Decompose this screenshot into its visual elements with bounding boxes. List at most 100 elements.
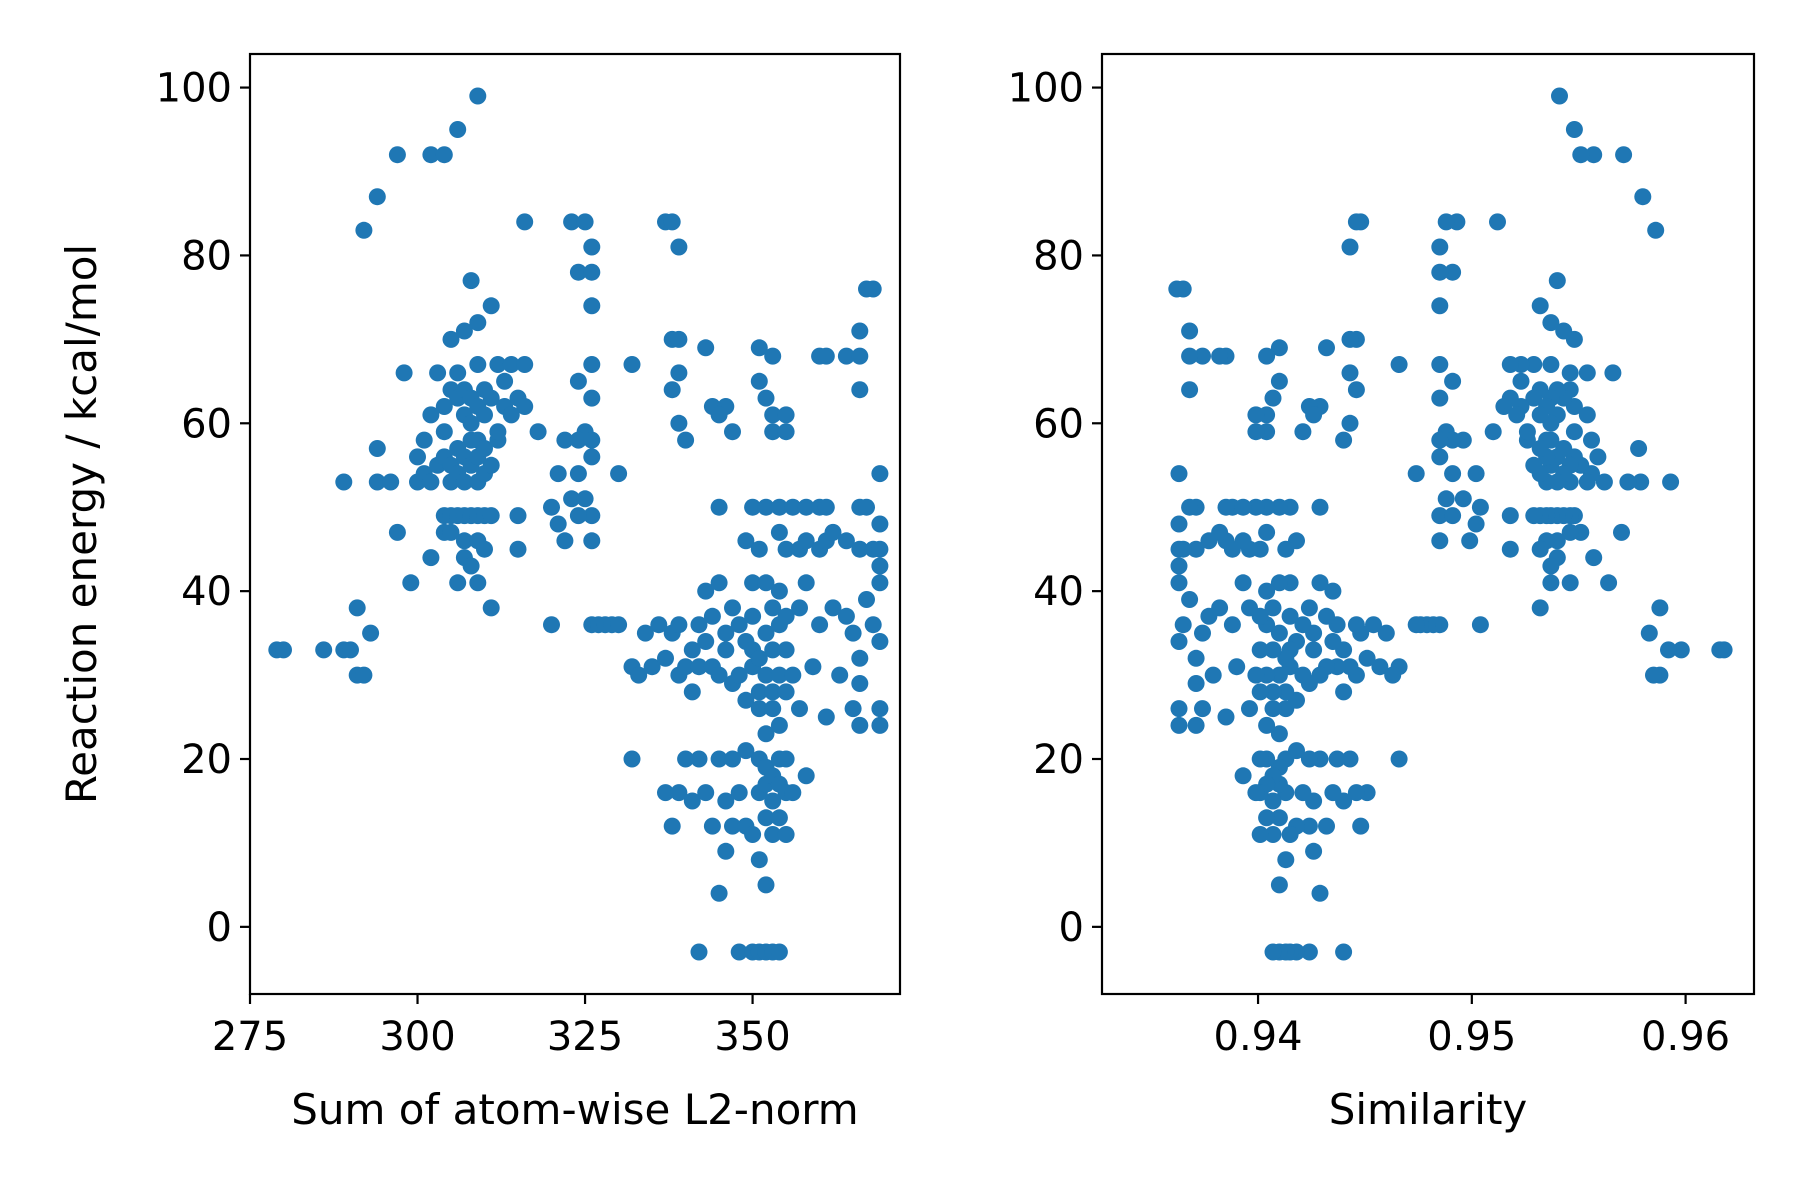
scatter-point xyxy=(811,616,829,634)
scatter-point xyxy=(1660,641,1677,659)
scatter-point xyxy=(757,574,775,592)
scatter-point xyxy=(1551,87,1568,105)
scatter-point xyxy=(1347,381,1365,399)
scatter-point xyxy=(757,876,775,894)
scatter-point xyxy=(630,666,648,684)
scatter-point xyxy=(710,750,728,768)
scatter-point xyxy=(690,943,708,961)
scatter-point xyxy=(764,347,782,365)
scatter-point xyxy=(1270,624,1288,642)
scatter-point xyxy=(1251,683,1269,701)
scatter-point xyxy=(636,624,654,642)
scatter-point xyxy=(1662,473,1680,491)
scatter-point xyxy=(476,440,493,457)
scatter-point xyxy=(851,649,869,667)
scatter-point xyxy=(1640,624,1658,642)
scatter-point xyxy=(777,641,795,659)
scatter-point xyxy=(1300,943,1318,961)
scatter-point xyxy=(1600,574,1618,592)
scatter-point xyxy=(677,750,695,768)
scatter-point xyxy=(784,498,802,516)
scatter-point xyxy=(710,406,728,424)
scatter-point xyxy=(1525,389,1543,407)
scatter-point xyxy=(737,742,755,760)
scatter-point xyxy=(851,675,869,692)
scatter-point xyxy=(1324,633,1342,650)
scatter-point xyxy=(1194,700,1211,718)
scatter-point xyxy=(777,406,795,424)
scatter-point xyxy=(1170,633,1188,650)
scatter-point xyxy=(395,364,413,382)
scatter-point xyxy=(1170,700,1188,718)
scatter-point xyxy=(851,347,869,365)
scatter-point xyxy=(750,649,768,667)
scatter-point xyxy=(1525,456,1543,474)
scatter-point xyxy=(502,356,520,373)
scatter-point xyxy=(348,599,366,617)
scatter-point xyxy=(422,406,440,424)
scatter-point xyxy=(724,750,741,768)
scatter-point xyxy=(797,767,815,785)
scatter-point xyxy=(724,599,741,617)
scatter-point xyxy=(784,784,802,802)
scatter-point xyxy=(817,708,835,726)
scatter-point xyxy=(697,633,715,650)
scatter-point xyxy=(1335,431,1353,449)
scatter-point xyxy=(583,263,601,281)
scatter-point xyxy=(851,716,869,734)
scatter-point xyxy=(435,398,453,415)
scatter-point xyxy=(1672,641,1690,659)
scatter-point xyxy=(844,700,862,718)
scatter-point xyxy=(1371,658,1389,676)
scatter-point xyxy=(462,272,480,290)
scatter-point xyxy=(583,431,601,449)
plot-frame-right xyxy=(1100,52,1756,996)
scatter-point xyxy=(509,507,527,525)
scatter-point xyxy=(482,456,500,474)
scatter-point xyxy=(1270,574,1288,592)
scatter-point xyxy=(777,750,795,768)
scatter-point xyxy=(1324,784,1342,802)
scatter-point xyxy=(710,498,728,516)
scatter-point xyxy=(1270,498,1288,516)
panel-left: 275 300 325 350 0 20 40 60 80 100 Sum of atom-wis… xyxy=(57,52,902,1134)
scatter-point xyxy=(1542,574,1560,592)
scatter-point xyxy=(1561,574,1579,592)
scatter-point xyxy=(750,700,768,718)
scatter-point xyxy=(388,146,406,164)
y-axis-label: Reaction energy / kcal/mol xyxy=(57,244,106,804)
scatter-point xyxy=(764,700,782,718)
scatter-point xyxy=(569,431,587,449)
scatter-point xyxy=(1217,708,1235,726)
y-tick-label-left: 60 xyxy=(181,401,232,447)
scatter-point xyxy=(1187,649,1205,667)
scatter-point xyxy=(764,792,782,810)
scatter-point xyxy=(382,473,400,491)
scatter-point xyxy=(569,263,587,281)
scatter-point xyxy=(1377,624,1395,642)
scatter-point xyxy=(1634,188,1652,206)
scatter-point xyxy=(1484,423,1502,441)
scatter-point xyxy=(1565,121,1583,138)
scatter-point xyxy=(724,423,741,441)
scatter-point xyxy=(1324,582,1342,600)
scatter-point xyxy=(455,322,473,340)
scatter-point xyxy=(1187,540,1205,558)
scatter-point xyxy=(697,784,715,802)
scatter-point xyxy=(1170,465,1188,483)
scatter-point xyxy=(1561,364,1579,382)
scatter-point xyxy=(1595,473,1613,491)
scatter-point xyxy=(368,188,386,206)
scatter-point xyxy=(556,431,574,449)
scatter-point xyxy=(858,498,875,516)
scatter-point xyxy=(1251,641,1269,659)
scatter-point xyxy=(1341,238,1359,256)
scatter-point xyxy=(355,221,373,239)
scatter-point xyxy=(1170,515,1188,533)
scatter-point xyxy=(670,784,688,802)
scatter-point xyxy=(476,540,493,558)
scatter-point xyxy=(1604,364,1622,382)
scatter-point xyxy=(1300,599,1318,617)
scatter-point xyxy=(757,389,775,407)
